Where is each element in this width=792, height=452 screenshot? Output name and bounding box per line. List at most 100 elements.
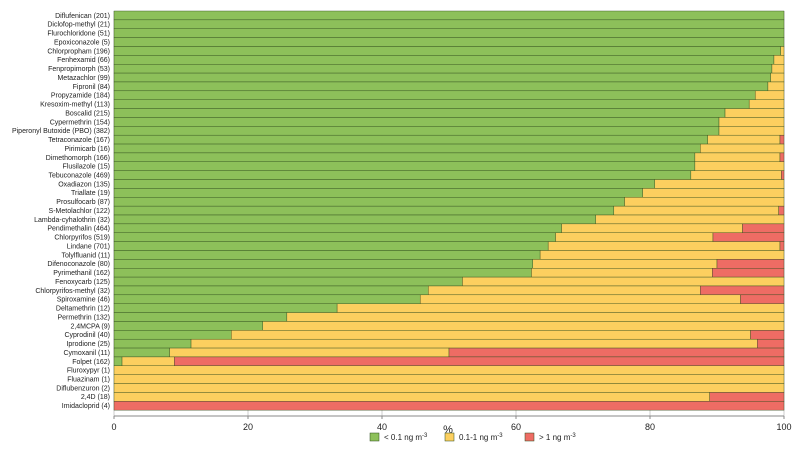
y-tick-label: Lambda-cyhalothrin (32) <box>34 217 110 224</box>
bar-segment-1 <box>113 214 596 225</box>
bar-segment-2 <box>262 321 785 331</box>
y-tick-label: Tetraconazole (167) <box>48 137 110 144</box>
y-tick-label: Fenhexamid (66) <box>57 57 110 64</box>
bar-segment-2 <box>773 55 785 65</box>
bar-segment-2 <box>724 108 785 118</box>
bar-segment-2 <box>113 374 785 384</box>
bar-segment-3 <box>779 134 785 145</box>
y-tick-label: Fluazinam (1) <box>67 377 110 384</box>
y-tick-label: Tebuconazole (469) <box>49 172 111 179</box>
bar-segment-3 <box>757 338 785 349</box>
bar-segment-1 <box>113 117 720 127</box>
bar-segment-2 <box>428 285 701 296</box>
bar-segment-3 <box>709 392 785 402</box>
y-tick-label: Triallate (19) <box>71 190 110 197</box>
bar-segment-3 <box>448 347 785 358</box>
y-tick-label: Iprodione (25) <box>66 341 110 348</box>
y-tick-label: Epoxiconazole (5) <box>54 39 110 46</box>
bar-segment-1 <box>113 268 532 278</box>
y-tick-label: Folpet (162) <box>72 359 110 366</box>
y-tick-label: Propyzamide (184) <box>51 93 110 100</box>
bar-segment-1 <box>113 72 771 83</box>
bar-segment-3 <box>716 259 785 269</box>
x-tick-label: 80 <box>645 422 655 432</box>
bar-segment-2 <box>624 197 785 207</box>
y-tick-label: Flusilazole (15) <box>63 164 110 171</box>
bar-segment-2 <box>169 347 450 358</box>
bar-segment-2 <box>555 232 714 242</box>
y-tick-label: Pyrimethanil (162) <box>53 270 110 277</box>
y-axis-labels: Diflufenican (201) Diclofop-methyl (21) Fl… <box>12 13 110 410</box>
bar-segment-2 <box>532 259 718 269</box>
x-tick-label: 20 <box>243 422 253 432</box>
bar-segment-1 <box>113 55 775 65</box>
y-tick-label: Oxadiazon (135) <box>58 181 110 188</box>
x-tick-label: 100 <box>776 422 791 432</box>
y-tick-label: 2,4MCPA (9) <box>70 323 110 330</box>
bar-segment-2 <box>547 241 781 251</box>
bar-segment-2 <box>113 392 710 402</box>
y-tick-label: Kresoxim-methyl (113) <box>40 102 110 109</box>
y-tick-label: Fenpropimorph (53) <box>48 66 110 73</box>
bar-segment-2 <box>419 294 741 304</box>
bar-segment-1 <box>113 179 655 189</box>
y-tick-label: Fenoxycarb (125) <box>55 279 110 286</box>
y-tick-label: Difenoconazole (80) <box>47 261 110 268</box>
x-axis-label: % <box>443 424 453 436</box>
legend-item: < 0.1 ng m-3 <box>369 432 428 442</box>
bar-segment-1 <box>113 312 288 322</box>
y-tick-label: Diflufenican (201) <box>55 13 110 20</box>
y-tick-label: Pirimicarb (16) <box>64 146 110 153</box>
bar-segment-2 <box>707 134 781 145</box>
bar-segment-1 <box>113 19 785 29</box>
y-tick-label: 2,4D (18) <box>81 394 110 401</box>
y-tick-label: Diflubenzuron (2) <box>56 385 110 392</box>
bar-segment-2 <box>231 330 751 340</box>
y-tick-label: Flurochloridone (51) <box>47 31 110 38</box>
bar-segment-1 <box>113 276 463 287</box>
bar-segment-1 <box>113 152 696 162</box>
bar-segment-1 <box>113 170 692 180</box>
bar-segment-2 <box>718 126 785 136</box>
bar-segment-1 <box>113 232 556 242</box>
y-tick-label: Cymoxanil (11) <box>63 350 110 357</box>
bar-segment-2 <box>767 81 785 92</box>
bar-segment-3 <box>712 268 785 278</box>
bar-segment-3 <box>742 223 785 233</box>
bar-segment-1 <box>113 294 421 304</box>
bar-segment-2 <box>286 312 785 322</box>
bar-segment-1 <box>113 126 720 136</box>
bar-segment-3 <box>779 241 785 251</box>
y-tick-label: Tolylfluanid (11) <box>61 252 110 259</box>
bar-segment-2 <box>462 276 785 287</box>
bar-segment-1 <box>113 64 773 74</box>
legend-item: 0.1-1 ng m-3 <box>444 432 503 442</box>
bar-segment-2 <box>771 64 785 74</box>
y-tick-label: Boscalid (215) <box>65 110 110 117</box>
bar-segment-1 <box>113 37 785 47</box>
bar-segment-2 <box>780 46 785 56</box>
x-tick-label: 60 <box>511 422 521 432</box>
bar-segment-3 <box>740 294 785 304</box>
bar-segment-1 <box>113 197 625 207</box>
y-tick-label: Imidacloprid (4) <box>62 403 110 410</box>
bar-segment-1 <box>113 28 785 38</box>
bar-segment-1 <box>113 285 429 296</box>
y-tick-label: Diclofop-methyl (21) <box>47 22 110 29</box>
legend-item: > 1 ng m-3 <box>524 432 576 442</box>
y-tick-label: Metazachlor (99) <box>57 75 110 82</box>
bar-segment-3 <box>750 330 785 340</box>
y-tick-label: Cypermethrin (154) <box>50 119 110 126</box>
y-tick-label: Cyprodinil (40) <box>64 332 110 339</box>
bar-segment-3 <box>778 205 785 216</box>
bars <box>113 10 785 411</box>
y-tick-label: S-Metolachlor (122) <box>49 208 110 215</box>
y-tick-label: Permethrin (132) <box>57 314 110 321</box>
bar-segment-1 <box>113 303 338 313</box>
y-tick-label: Spiroxamine (46) <box>57 297 110 304</box>
bar-segment-2 <box>694 152 781 162</box>
x-axis: 0 20 40 60 80 100 <box>111 415 792 432</box>
legend-label: 0.1-1 ng m-3 <box>459 433 503 442</box>
bar-segment-1 <box>113 81 769 92</box>
